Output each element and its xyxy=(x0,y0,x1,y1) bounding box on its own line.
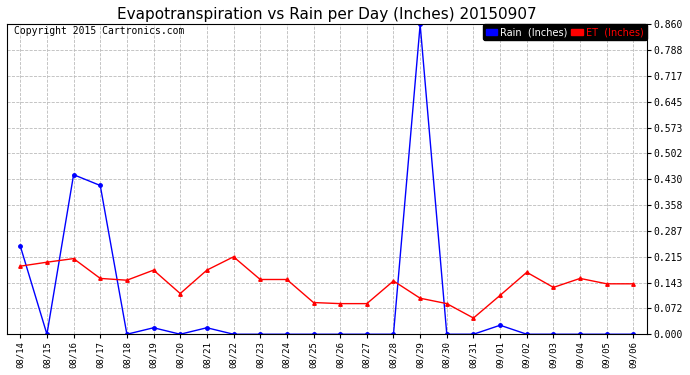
Legend: Rain  (Inches), ET  (Inches): Rain (Inches), ET (Inches) xyxy=(483,24,647,40)
Text: Copyright 2015 Cartronics.com: Copyright 2015 Cartronics.com xyxy=(14,26,184,36)
Title: Evapotranspiration vs Rain per Day (Inches) 20150907: Evapotranspiration vs Rain per Day (Inch… xyxy=(117,7,537,22)
